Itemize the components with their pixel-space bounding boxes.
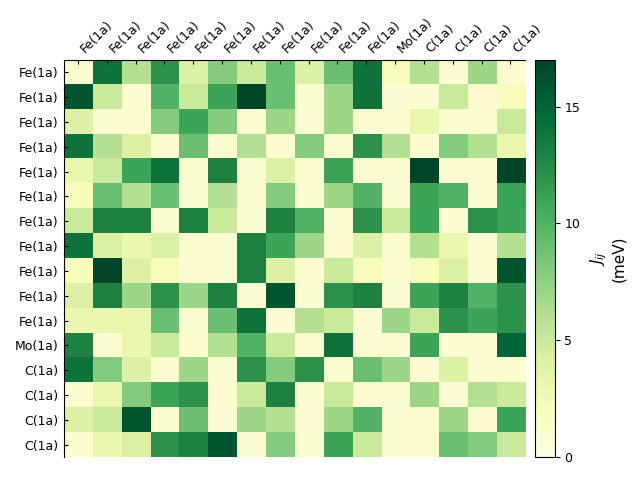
Y-axis label: $\mathit{J_{ij}}$
(meV): $\mathit{J_{ij}}$ (meV): [588, 235, 627, 282]
